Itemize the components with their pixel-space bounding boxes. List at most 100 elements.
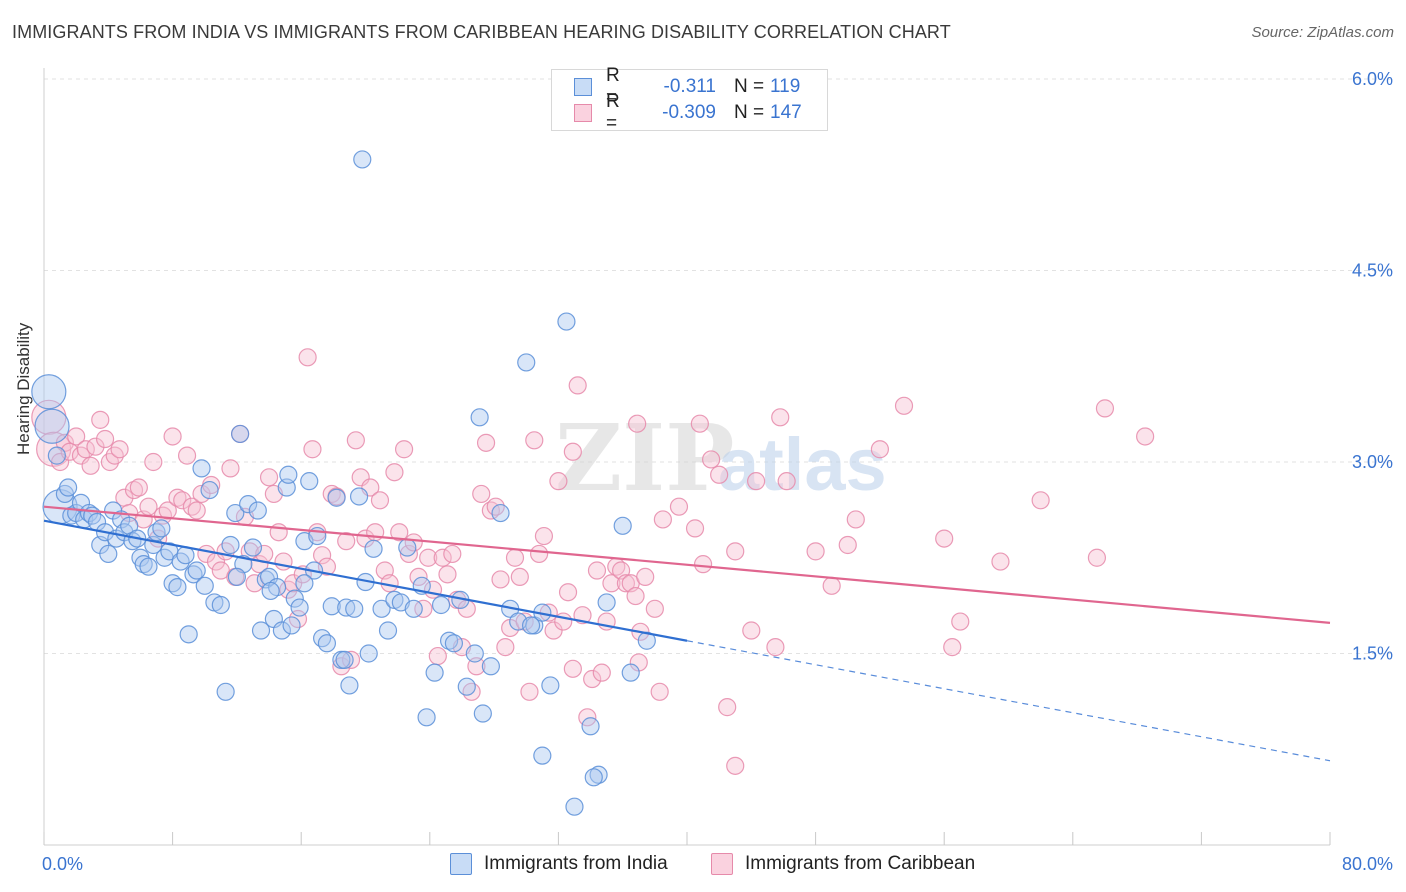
- india-point: [290, 598, 309, 617]
- india-point: [444, 634, 464, 653]
- caribbean-point: [385, 463, 404, 482]
- legend-r-label: R =: [606, 65, 620, 108]
- india-point: [243, 538, 263, 557]
- trend-lines: [43, 505, 1331, 762]
- india-point: [134, 555, 153, 574]
- india-point: [597, 593, 616, 612]
- x-tick-label: 80.0%: [1342, 854, 1393, 874]
- caribbean-point: [399, 544, 419, 564]
- caribbean-point: [726, 542, 745, 561]
- caribbean-point: [520, 682, 539, 701]
- caribbean-point: [298, 348, 317, 367]
- caribbean-point: [690, 414, 709, 433]
- india-point: [470, 408, 489, 427]
- caribbean-point: [370, 491, 390, 510]
- india-point: [340, 676, 359, 695]
- caribbean-trend-line: [43, 505, 1331, 624]
- india-trend-extension: [686, 640, 1331, 762]
- caribbean-point: [870, 440, 890, 459]
- caribbean-point: [472, 484, 491, 504]
- caribbean-point: [645, 599, 664, 618]
- caribbean-point: [341, 650, 361, 669]
- india-point: [216, 682, 235, 701]
- legend-r-value-india: -0.311: [663, 76, 716, 97]
- legend-swatch-india: [574, 78, 592, 96]
- caribbean-point: [602, 574, 621, 593]
- india-point: [221, 535, 240, 555]
- india-point: [322, 597, 341, 616]
- watermark-atlas: atlas: [718, 423, 887, 506]
- india-point: [34, 408, 70, 444]
- india-point: [353, 150, 372, 169]
- tick-labels: 1.5% 3.0% 4.5% 6.0% 0.0% 80.0%: [42, 69, 1393, 874]
- legend-swatch-caribbean: [574, 104, 592, 122]
- india-point: [359, 644, 378, 663]
- caribbean-point: [530, 544, 549, 564]
- india-point: [282, 616, 301, 635]
- caribbean-point: [777, 472, 796, 491]
- india-point: [345, 599, 364, 618]
- india-point: [251, 621, 271, 640]
- caribbean-point: [991, 552, 1010, 571]
- india-point: [517, 353, 536, 372]
- india-point: [491, 503, 510, 523]
- india-point: [300, 472, 319, 491]
- caribbean-point: [491, 570, 510, 589]
- caribbean-point: [650, 682, 669, 701]
- caribbean-point: [31, 399, 67, 435]
- legend-row-india: R = -0.311 N = 119: [574, 65, 800, 108]
- bottom-legend-label-caribbean: Immigrants from Caribbean: [745, 853, 976, 874]
- bottom-legend-caribbean: Immigrants from Caribbean: [711, 852, 975, 876]
- india-point: [584, 768, 603, 787]
- india-point: [565, 797, 584, 816]
- caribbean-point: [303, 440, 322, 459]
- bottom-legend-swatch-india: [450, 853, 472, 875]
- india-trend-line: [43, 519, 688, 642]
- india-point: [47, 446, 66, 465]
- legend-r-label: R =: [606, 91, 620, 134]
- india-point: [533, 746, 552, 765]
- legend-n-value-caribbean: 147: [770, 102, 802, 123]
- india-point: [521, 616, 541, 635]
- legend-n-label: N =: [734, 76, 765, 97]
- correlation-legend: R = -0.311 N = 119 R = -0.309 N = 147: [551, 65, 828, 134]
- caribbean-point: [747, 472, 766, 491]
- india-point: [364, 539, 383, 558]
- caribbean-point: [419, 548, 438, 567]
- y-axis-title: Hearing Disability: [14, 322, 33, 455]
- caribbean-point: [616, 574, 636, 593]
- india-point: [481, 657, 500, 676]
- india-point: [192, 459, 211, 478]
- india-point: [312, 629, 332, 648]
- caribbean-point: [592, 663, 611, 682]
- caribbean-point: [1095, 399, 1115, 418]
- caribbean-point: [726, 756, 745, 775]
- india-point: [372, 599, 391, 618]
- india-point: [272, 621, 292, 640]
- caribbean-point: [710, 465, 729, 484]
- caribbean-point: [742, 621, 761, 640]
- caribbean-point: [1087, 548, 1107, 567]
- caribbean-point: [158, 501, 177, 520]
- caribbean-point: [669, 497, 689, 516]
- caribbean-point: [1031, 491, 1050, 510]
- india-point: [589, 765, 608, 784]
- bottom-legend-india: Immigrants from India: [450, 852, 668, 876]
- india-point: [187, 561, 206, 580]
- caribbean-point: [124, 480, 144, 500]
- caribbean-point: [838, 535, 857, 555]
- india-point: [349, 487, 369, 506]
- caribbean-point: [846, 510, 865, 529]
- caribbean-point: [81, 456, 100, 475]
- caribbean-point: [173, 491, 192, 510]
- legend-r-value-caribbean: -0.309: [662, 102, 716, 123]
- india-point: [226, 503, 245, 523]
- india-point: [295, 574, 314, 593]
- india-point: [200, 480, 219, 500]
- y-tick-label: 3.0%: [1352, 452, 1393, 472]
- x-tick-label: 0.0%: [42, 854, 83, 874]
- caribbean-point: [806, 542, 825, 561]
- india-point: [317, 634, 337, 653]
- caribbean-point: [1136, 427, 1155, 446]
- caribbean-point: [221, 459, 240, 478]
